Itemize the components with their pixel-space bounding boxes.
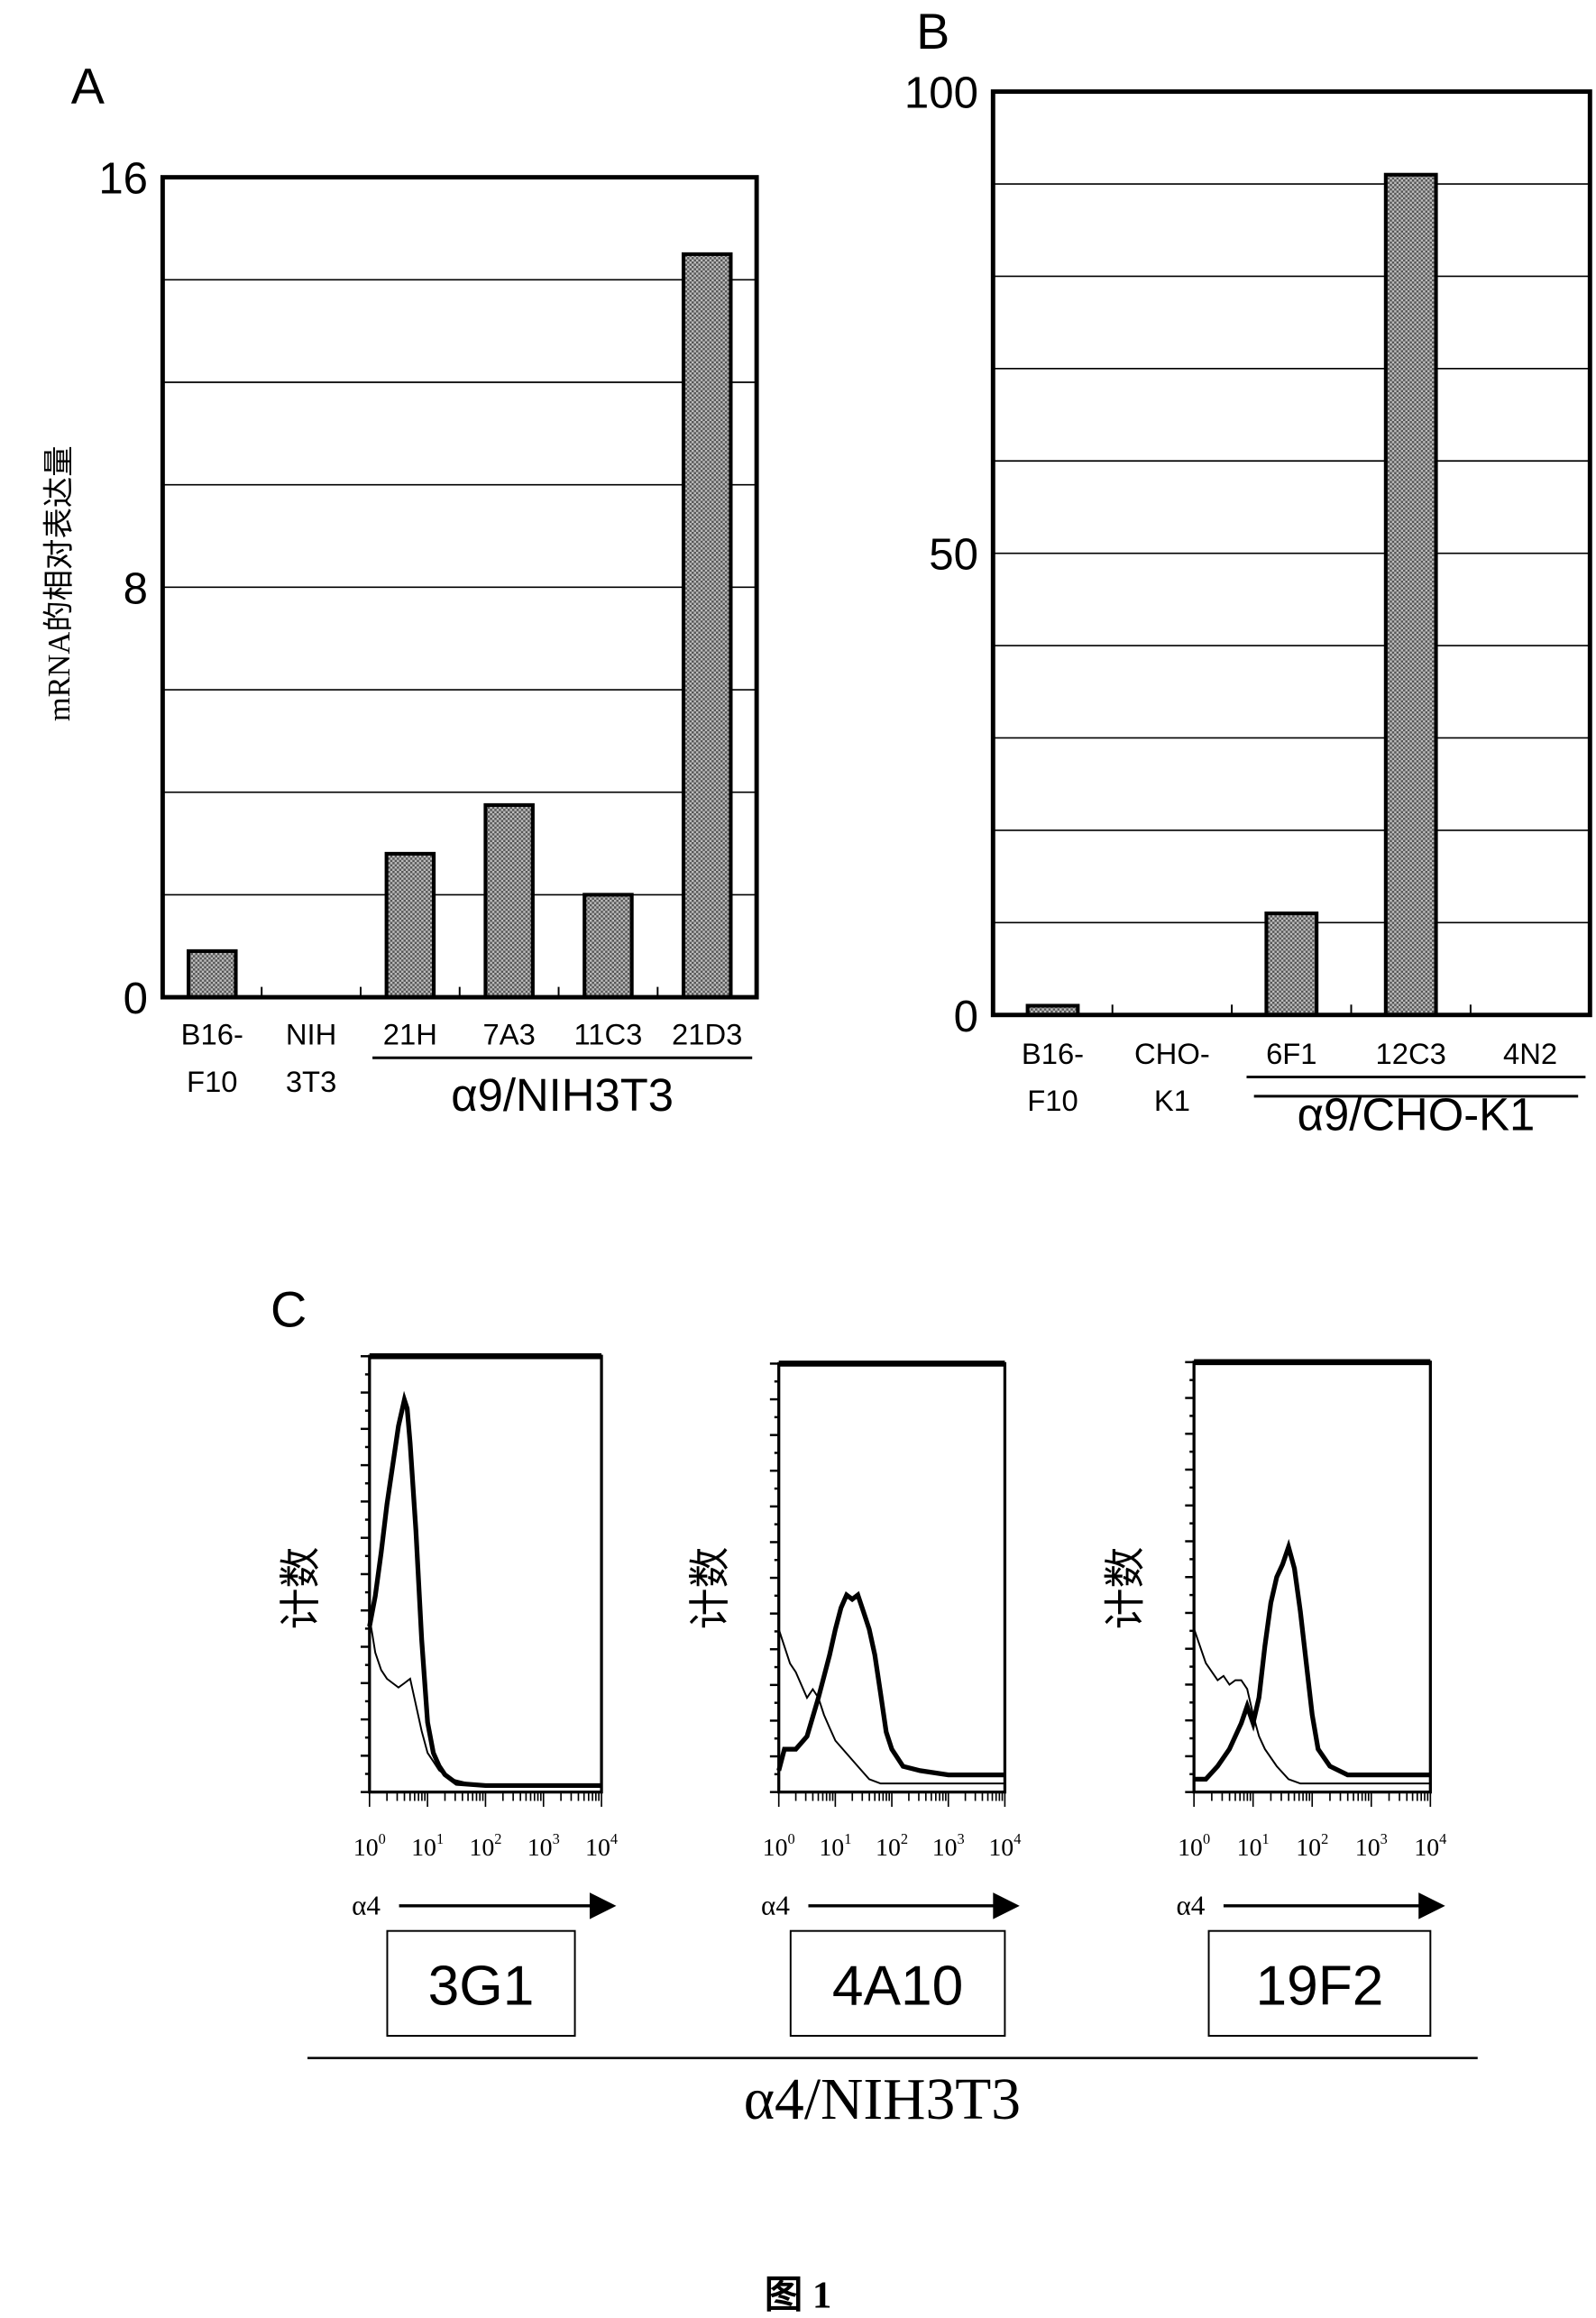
- y-axis-label: 计数: [278, 1547, 324, 1630]
- histogram-4A10: 100 101 102 103 104 计数 α4 4A10: [687, 1363, 1021, 2036]
- x-tick-label: 101: [411, 1830, 444, 1862]
- x-tick-label: 6F1: [1266, 1037, 1316, 1070]
- x-tick-label: 104: [585, 1830, 618, 1862]
- panel-c-label: C: [271, 1281, 307, 1337]
- y-tick-label: 0: [124, 975, 148, 1023]
- y-tick-label: 100: [904, 69, 978, 118]
- x-tick-label: 100: [763, 1830, 795, 1862]
- x-tick-label: 102: [1296, 1830, 1328, 1862]
- x-tick-label: F10: [1027, 1084, 1078, 1117]
- panel-b: B 100 50 0 B16- F10 CHO- K1 6F1 12C3 4N2 α9/CHO-K1: [904, 4, 1590, 1140]
- arrow-head-icon: [1418, 1892, 1445, 1919]
- y-tick-label: 0: [954, 993, 978, 1041]
- panel-c-plots: 100 101 102 103 104 计数 α4 3G1 100 101 102 103 104 计数 α…: [278, 1356, 1446, 2036]
- panel-a-label: A: [71, 59, 105, 115]
- bar-B16-F10: [188, 951, 235, 997]
- panel-a: A mRNA的相对表达量 16 8 0 B16- F10 NIH 3T3 21H 7A3 11C3…: [42, 59, 757, 1122]
- x-tick-label: 103: [1355, 1830, 1388, 1862]
- plot-frame: [779, 1363, 1005, 1791]
- bar-21D3: [683, 254, 730, 997]
- panel-b-plot: 100 50 0 B16- F10 CHO- K1 6F1 12C3 4N2 α9/CHO-K1: [904, 69, 1590, 1141]
- x-tick-label: 101: [1237, 1830, 1270, 1862]
- x-tick-label: 7A3: [482, 1018, 535, 1051]
- y-tick-label: 8: [124, 564, 148, 613]
- panel-c: C 100 101 102 103 104 计数 α4 3G1 100 101 102 103 104 计…: [271, 1281, 1478, 2131]
- stained-curve: [370, 1400, 601, 1786]
- stained-curve: [1194, 1547, 1430, 1780]
- x-axis-label: α4: [352, 1890, 381, 1921]
- stained-curve: [779, 1595, 1005, 1775]
- y-tick-label: 16: [98, 155, 148, 204]
- x-tick-label: 3T3: [286, 1065, 336, 1098]
- x-axis-label: α4: [761, 1890, 790, 1921]
- control-curve: [779, 1629, 1005, 1783]
- panel-a-ylabel: mRNA的相对表达量: [42, 445, 77, 721]
- x-tick-label: F10: [187, 1065, 237, 1098]
- x-tick-label: 104: [988, 1830, 1021, 1862]
- x-tick-label: CHO-: [1134, 1037, 1210, 1070]
- x-tick-label: 104: [1414, 1830, 1446, 1862]
- x-tick-label: 4N2: [1503, 1037, 1557, 1070]
- x-tick-label: B16-: [181, 1018, 243, 1051]
- x-axis-label: α4: [1176, 1890, 1205, 1921]
- plot-frame: [370, 1356, 601, 1791]
- x-tick-label: K1: [1154, 1084, 1190, 1117]
- histogram-3G1: 100 101 102 103 104 计数 α4 3G1: [278, 1356, 618, 2036]
- bar-12C3: [1386, 175, 1436, 1015]
- arrow-head-icon: [993, 1892, 1019, 1919]
- bar-6F1: [1266, 913, 1316, 1015]
- x-tick-label: 100: [353, 1830, 386, 1862]
- figure-1: A mRNA的相对表达量 16 8 0 B16- F10 NIH 3T3 21H 7A3 11C3…: [0, 0, 1596, 2318]
- sample-label: 19F2: [1255, 1956, 1383, 2018]
- y-axis-label: 计数: [1103, 1547, 1149, 1630]
- x-tick-label: B16-: [1022, 1037, 1084, 1070]
- bar-7A3: [485, 805, 532, 997]
- bar-11C3: [584, 894, 631, 997]
- group-label: α9/NIH3T3: [451, 1069, 674, 1121]
- panel-a-plot: 16 8 0 B16- F10 NIH 3T3 21H 7A3 11C3 21D3 α9/NIH3T3: [98, 155, 757, 1122]
- arrow-head-icon: [590, 1892, 616, 1919]
- x-tick-label: 103: [527, 1830, 560, 1862]
- panel-b-label: B: [916, 4, 949, 60]
- histogram-19F2: 100 101 102 103 104 计数 α4 19F2: [1103, 1362, 1447, 2036]
- x-tick-label: 12C3: [1376, 1037, 1446, 1070]
- x-tick-label: NIH: [286, 1018, 336, 1051]
- y-tick-label: 50: [929, 531, 978, 580]
- sample-label: 4A10: [832, 1956, 963, 2018]
- bar-21H: [387, 854, 434, 997]
- x-tick-label: 103: [932, 1830, 965, 1862]
- x-tick-label: 101: [819, 1830, 851, 1862]
- x-tick-label: 21H: [383, 1018, 437, 1051]
- sample-label: 3G1: [428, 1956, 535, 2018]
- x-tick-label: 11C3: [573, 1018, 642, 1051]
- y-axis-label: 计数: [687, 1547, 733, 1630]
- figure-caption: 图 1: [765, 2275, 832, 2317]
- x-tick-label: 100: [1178, 1830, 1210, 1862]
- x-tick-label: 102: [469, 1830, 501, 1862]
- group-label: α9/CHO-K1: [1298, 1089, 1536, 1141]
- x-tick-label: 102: [876, 1830, 908, 1862]
- x-tick-label: 21D3: [672, 1018, 742, 1051]
- control-curve: [370, 1617, 601, 1785]
- panel-c-group-label: α4/NIH3T3: [744, 2067, 1021, 2132]
